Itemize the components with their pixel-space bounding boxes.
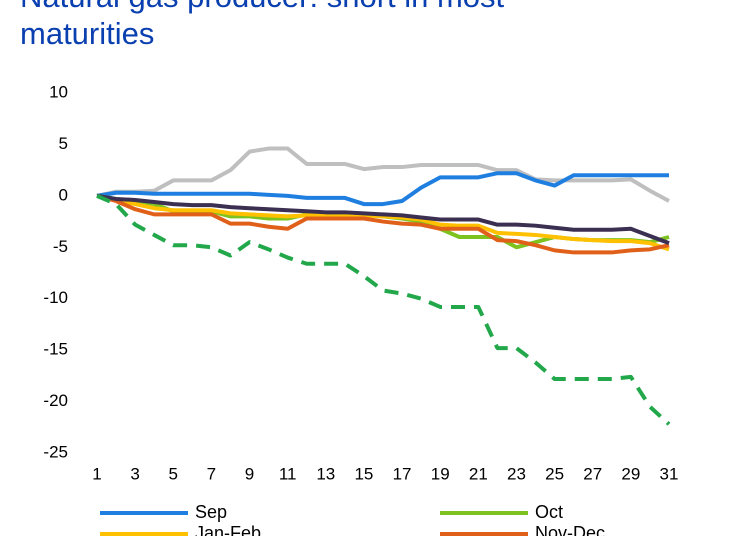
y-tick-label: -10 xyxy=(43,288,68,307)
chart-title: Natural gas producer: short in most matu… xyxy=(20,0,504,51)
y-tick-label: 5 xyxy=(59,134,68,153)
x-tick-label: 27 xyxy=(583,464,602,483)
x-tick-label: 13 xyxy=(316,464,335,483)
legend-label: Jan-Feb xyxy=(195,523,261,536)
x-tick-label: 17 xyxy=(393,464,412,483)
x-tick-label: 5 xyxy=(169,464,178,483)
y-tick-label: -5 xyxy=(53,237,68,256)
x-tick-label: 11 xyxy=(279,464,297,483)
legend-label: Oct xyxy=(535,502,563,522)
y-tick-label: -25 xyxy=(43,442,68,461)
x-tick-label: 7 xyxy=(207,464,216,483)
y-tick-label: 10 xyxy=(49,82,68,101)
x-tick-label: 31 xyxy=(660,464,679,483)
series-line xyxy=(96,193,670,246)
y-tick-label: -20 xyxy=(43,391,68,410)
legend-label: Nov-Dec xyxy=(535,523,605,536)
x-tick-label: 19 xyxy=(431,464,450,483)
series-line xyxy=(96,171,669,207)
y-tick-label: 0 xyxy=(59,185,68,204)
x-tick-label: 23 xyxy=(507,464,526,483)
x-tick-label: 29 xyxy=(621,464,640,483)
x-tick-label: 21 xyxy=(469,464,488,483)
series-line xyxy=(96,193,670,255)
x-tick-label: 25 xyxy=(545,464,564,483)
x-tick-label: 3 xyxy=(130,464,139,483)
series-line xyxy=(96,193,670,252)
legend-label: Sep xyxy=(195,502,227,522)
x-tick-label: 15 xyxy=(354,464,373,483)
series-line xyxy=(96,146,670,203)
y-tick-label: -15 xyxy=(43,340,68,359)
x-tick-label: 1 xyxy=(92,464,101,483)
x-tick-label: 9 xyxy=(245,464,254,483)
